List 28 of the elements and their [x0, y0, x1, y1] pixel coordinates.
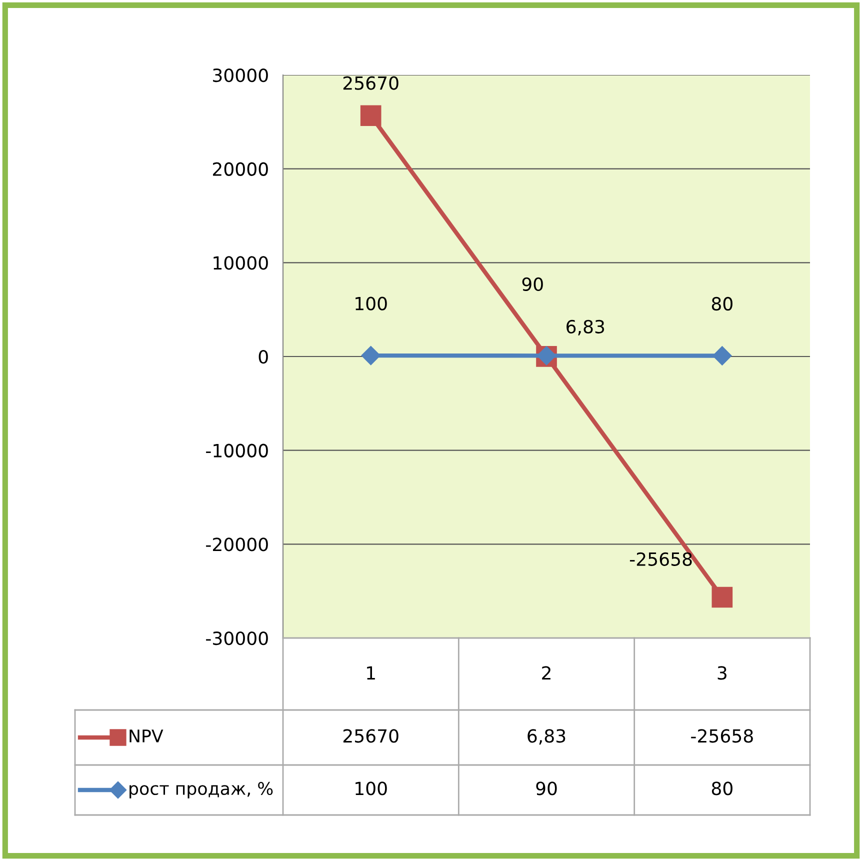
data-label: 100: [356, 782, 387, 796]
y-tick-label: 30000: [213, 68, 268, 82]
x-tick-label: 1: [367, 666, 375, 680]
data-label: -25658: [691, 729, 753, 743]
y-tick-label: 0: [258, 350, 268, 364]
point: [712, 346, 732, 366]
y-tick-label: 20000: [212, 162, 268, 176]
text: 100: [356, 296, 387, 310]
data-label: 80: [712, 782, 732, 796]
legend-label: NPV: [130, 730, 164, 742]
data-label: 90: [536, 782, 557, 796]
x-tick-label: 2: [542, 666, 550, 680]
data-label: 25670: [343, 729, 398, 743]
text: 90: [522, 277, 543, 292]
text: 25670: [343, 76, 398, 90]
text: 6,83: [566, 320, 604, 336]
legend-label: рост продаж, %: [130, 782, 273, 798]
y-tick-label: 10000: [214, 256, 268, 270]
text: 80: [712, 296, 732, 311]
data-label: 6,83: [528, 729, 566, 745]
y-tick-label: -10000: [206, 444, 268, 458]
y-tick-label: -30000: [206, 631, 268, 646]
point: [361, 346, 380, 366]
point: [712, 586, 733, 608]
y-tick-label: -20000: [206, 538, 268, 552]
text: -25658: [630, 552, 692, 566]
x-tick-label: 3: [718, 666, 726, 680]
point: [360, 105, 382, 126]
